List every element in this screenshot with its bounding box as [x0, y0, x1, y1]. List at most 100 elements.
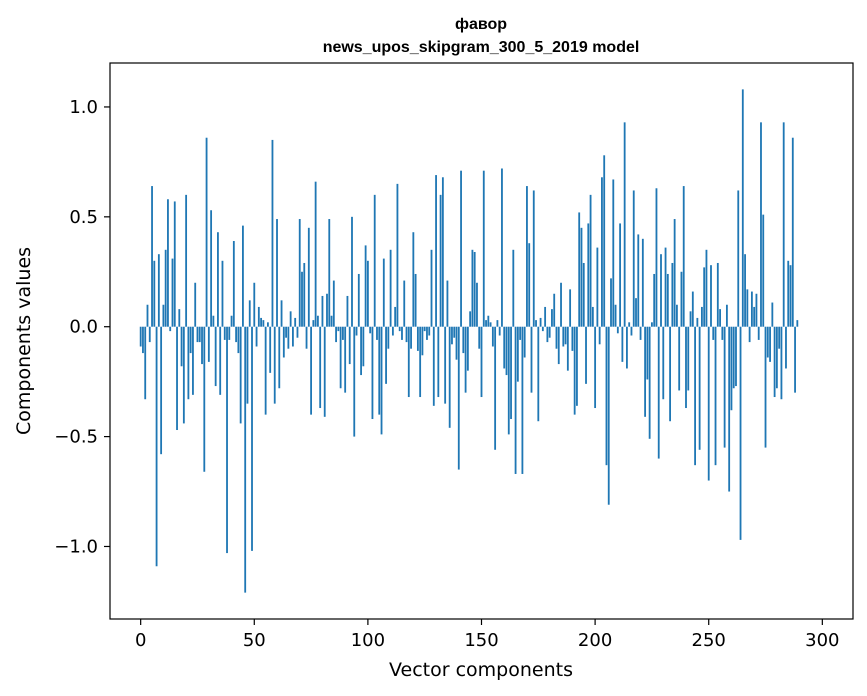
bar-212	[621, 326, 624, 362]
bar-243	[691, 291, 694, 327]
bar-18	[180, 326, 183, 367]
bar-85	[332, 280, 335, 327]
bar-188	[566, 326, 569, 371]
bar-115	[401, 326, 403, 340]
bar-222	[644, 326, 647, 417]
bar-288	[794, 326, 796, 393]
bar-93	[351, 216, 353, 327]
bar-238	[680, 271, 683, 327]
bar-287	[791, 137, 794, 327]
y-tick-label: 0.5	[69, 207, 98, 228]
bar-278	[771, 302, 774, 327]
bar-131	[437, 326, 440, 398]
bar-170	[526, 186, 528, 327]
bar-254	[716, 262, 719, 327]
bar-277	[769, 326, 771, 362]
bar-218	[635, 298, 637, 327]
bar-164	[512, 249, 515, 327]
bar-44	[239, 326, 242, 424]
chart-title: фавор	[455, 16, 507, 33]
bar-246	[698, 326, 701, 450]
bar-86	[335, 326, 337, 343]
bar-193	[578, 212, 581, 327]
bar-171	[528, 243, 531, 327]
x-tick-label: 300	[805, 630, 839, 651]
bar-138	[453, 326, 456, 338]
bar-69	[296, 326, 299, 338]
bar-106	[380, 326, 383, 435]
bar-240	[685, 326, 687, 409]
bar-255	[719, 309, 721, 327]
bar-252	[712, 326, 715, 340]
bar-111	[391, 326, 394, 336]
x-tick-label: 100	[351, 630, 385, 651]
bar-53	[260, 317, 263, 327]
bar-195	[582, 262, 585, 327]
bar-54	[262, 320, 265, 327]
x-tick-label: 250	[692, 630, 726, 651]
bar-92	[348, 326, 351, 365]
bar-265	[741, 89, 744, 327]
bar-29	[205, 137, 208, 327]
bar-194	[580, 227, 583, 327]
bar-74	[307, 227, 310, 327]
bar-88	[339, 326, 342, 389]
bar-203	[601, 177, 603, 327]
bar-104	[376, 326, 378, 340]
bar-147	[473, 252, 476, 327]
bar-13	[169, 326, 172, 332]
bar-281	[778, 326, 781, 349]
bar-36	[221, 260, 224, 327]
bar-80	[321, 295, 324, 327]
bar-226	[653, 273, 656, 327]
bar-117	[405, 326, 408, 343]
bar-242	[689, 311, 692, 327]
bar-61	[278, 326, 281, 389]
bar-275	[764, 326, 767, 448]
bar-134	[444, 326, 447, 404]
bar-26	[198, 326, 201, 343]
bar-211	[619, 223, 622, 327]
bar-151	[482, 170, 485, 327]
bar-11	[164, 249, 167, 327]
bar-250	[707, 326, 710, 481]
bar-84	[330, 315, 333, 327]
x-tick-label: 200	[578, 630, 612, 651]
bar-119	[410, 326, 412, 349]
bar-72	[303, 262, 306, 327]
bar-109	[387, 326, 390, 349]
bar-90	[344, 326, 347, 393]
bar-96	[357, 273, 360, 327]
bar-39	[228, 326, 231, 340]
bar-137	[451, 326, 453, 345]
bar-198	[589, 194, 592, 327]
bar-123	[419, 326, 422, 398]
bar-220	[639, 326, 642, 340]
bar-140	[457, 326, 460, 470]
bar-197	[587, 223, 590, 327]
bar-150	[480, 326, 483, 398]
bar-120	[412, 232, 415, 327]
bar-21	[187, 326, 190, 400]
bar-87	[337, 326, 340, 332]
bar-56	[267, 322, 269, 327]
bar-202	[598, 326, 601, 345]
y-tick-label: −1.0	[54, 536, 98, 557]
bar-28	[203, 326, 206, 472]
bar-234	[671, 262, 674, 327]
bar-153	[487, 315, 490, 327]
bar-23	[192, 326, 194, 395]
bar-185	[560, 282, 562, 327]
bar-268	[748, 326, 751, 343]
x-tick-label: 0	[135, 630, 146, 651]
bar-196	[585, 326, 587, 384]
bar-105	[378, 326, 381, 415]
bar-95	[355, 326, 358, 336]
bar-94	[353, 326, 356, 437]
bar-47	[246, 326, 249, 404]
bar-178	[544, 306, 547, 327]
bar-192	[576, 326, 578, 406]
bar-100	[366, 260, 369, 327]
bar-40	[230, 315, 233, 327]
